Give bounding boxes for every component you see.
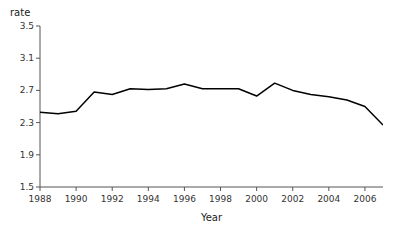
x-tick-label: 1990 (65, 194, 88, 204)
y-tick (36, 58, 40, 59)
y-tick (36, 154, 40, 155)
x-tick (328, 187, 329, 191)
plot-area (40, 83, 383, 125)
x-tick (76, 187, 77, 191)
y-tick-label: 1.9 (20, 150, 35, 160)
y-axis-label: rate (10, 7, 30, 18)
x-tick-label: 1998 (209, 194, 232, 204)
y-tick (36, 90, 40, 91)
y-tick-label: 2.7 (20, 85, 34, 95)
x-tick (112, 187, 113, 191)
x-tick (148, 187, 149, 191)
y-tick-label: 3.5 (20, 21, 34, 31)
y-tick (36, 187, 40, 188)
chart: 1988 1990 1992 1994 1996 1998 2000 2002 2004 2006… (0, 0, 397, 227)
x-tick (184, 187, 185, 191)
y-tick (36, 122, 40, 123)
data-line (40, 83, 383, 125)
y-axis-line (40, 26, 41, 187)
x-tick (220, 187, 221, 191)
x-tick (364, 187, 365, 191)
x-tick-label: 1994 (137, 194, 160, 204)
y-tick (36, 26, 40, 27)
x-tick-label: 1992 (101, 194, 124, 204)
x-axis-line (40, 187, 383, 188)
x-tick-label: 1996 (173, 194, 196, 204)
axes: 1988 1990 1992 1994 1996 1998 2000 2002 2004 2006… (20, 21, 383, 204)
x-tick-label: 2002 (281, 194, 304, 204)
x-tick (256, 187, 257, 191)
y-tick-label: 2.3 (20, 118, 34, 128)
x-tick (292, 187, 293, 191)
x-axis-label: Year (200, 212, 223, 223)
x-tick-label: 2004 (317, 194, 340, 204)
x-tick-label: 1988 (29, 194, 52, 204)
x-tick-label: 2006 (353, 194, 376, 204)
x-tick (40, 187, 41, 191)
x-tick-label: 2000 (245, 194, 268, 204)
y-tick-label: 3.1 (20, 53, 34, 63)
background (0, 0, 397, 227)
y-tick-label: 1.5 (20, 182, 34, 192)
